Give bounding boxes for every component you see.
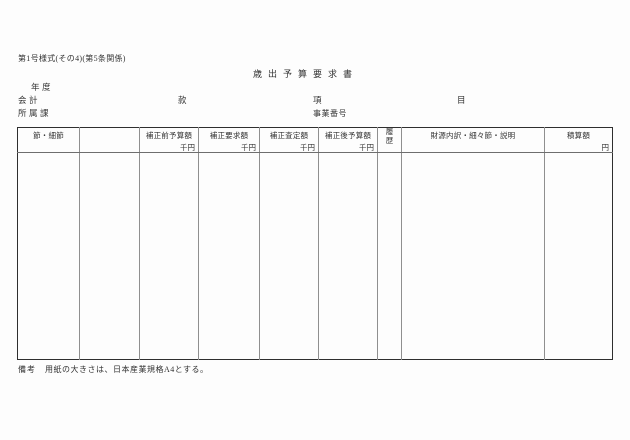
col-header-revision-request: 補正要求額 千円 (198, 127, 260, 153)
col-label-estimate: 積算額 (566, 131, 591, 140)
col-unit-estimate: 円 (601, 143, 610, 152)
footnote: 備考 用紙の大きさは、日本産業規格A4とする。 (18, 365, 209, 375)
field-project-number: 事業番号 (313, 109, 347, 118)
col-header-post-revision-budget: 補正後予算額 千円 (318, 127, 378, 153)
field-account: 会計 (18, 95, 41, 105)
col-label-revision-assessment: 補正査定額 (269, 131, 309, 140)
col-label-history: 履歴 (385, 127, 394, 145)
col-header-section-item: 節・細節 (17, 127, 80, 153)
col-header-history: 履歴 (377, 127, 402, 153)
field-department: 所属課 (18, 108, 52, 118)
cell-pre-revision-budget (139, 152, 199, 360)
cell-funding-breakdown (401, 152, 545, 360)
col-unit-pre-revision-budget: 千円 (180, 143, 195, 152)
cell-revision-request (198, 152, 260, 360)
col-header-pre-revision-budget: 補正前予算額 千円 (139, 127, 199, 153)
col-label-section-item: 節・細節 (33, 131, 64, 140)
field-moku: 目 (457, 95, 469, 105)
field-fiscal-year: 年度 (31, 82, 54, 92)
col-unit-revision-assessment: 千円 (300, 143, 315, 152)
field-kan: 款 (178, 95, 190, 105)
footnote-text: 用紙の大きさは、日本産業規格A4とする。 (45, 365, 209, 374)
cell-post-revision-budget (318, 152, 378, 360)
col-label-pre-revision-budget: 補正前予算額 (145, 131, 193, 140)
table-body-row (18, 152, 613, 360)
cell-history (377, 152, 402, 360)
cell-revision-assessment (259, 152, 319, 360)
col-header-estimate: 積算額 円 (544, 127, 613, 153)
cell-section-item (18, 153, 80, 360)
cell-estimate (544, 152, 613, 360)
footnote-label: 備考 (18, 365, 36, 374)
field-kou: 項 (313, 95, 325, 105)
col-header-revision-assessment: 補正査定額 千円 (259, 127, 319, 153)
col-label-post-revision-budget: 補正後予算額 (324, 131, 372, 140)
form-id: 第1号様式(その4)(第5条関係) (18, 54, 126, 63)
col-unit-revision-request: 千円 (241, 143, 256, 152)
col-label-funding-breakdown: 財源内訳・細々節・説明 (430, 131, 516, 140)
page-title: 歳出予算要求書 (253, 69, 359, 79)
col-header-funding-breakdown: 財源内訳・細々節・説明 (401, 127, 545, 153)
col-unit-post-revision-budget: 千円 (359, 143, 374, 152)
table-header-row: 節・細節 補正前予算額 千円 補正要求額 千円 補正査定額 千円 (17, 127, 613, 153)
col-label-revision-request: 補正要求額 (209, 131, 249, 140)
budget-table: 節・細節 補正前予算額 千円 補正要求額 千円 補正査定額 千円 (17, 127, 613, 360)
col-header-blank (79, 127, 140, 153)
cell-blank (79, 152, 140, 360)
